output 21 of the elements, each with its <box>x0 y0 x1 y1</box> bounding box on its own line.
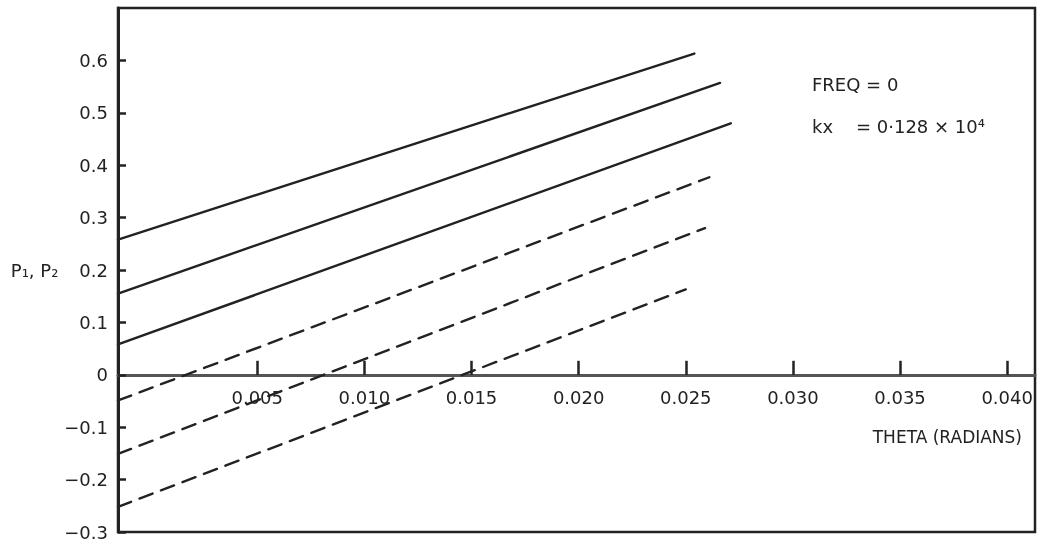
y-tick-label: 0.5 <box>79 102 108 124</box>
x-tick-label: 0.015 <box>445 387 498 409</box>
y-tick-label: 0.1 <box>79 311 108 333</box>
x-axis-title: THETA (RADIANS) <box>871 426 1022 447</box>
x-tick-label: 0.030 <box>767 387 819 409</box>
x-tick-label: 0.020 <box>552 387 605 409</box>
x-tick-label: 0.035 <box>874 387 926 409</box>
x-tick-label: 0.010 <box>338 387 391 409</box>
y-tick-label: 0.2 <box>79 259 108 281</box>
y-tick-label: 0.6 <box>79 49 108 71</box>
annotation: kx = 0·128 × 10⁴ <box>812 115 985 137</box>
x-tick-label: 0.040 <box>981 387 1033 409</box>
y-tick-label: 0.3 <box>79 207 108 229</box>
y-tick-label: −0.3 <box>64 521 108 543</box>
y-tick-label: 0.4 <box>79 154 108 176</box>
y-axis-title: P₁, P₂ <box>10 259 59 281</box>
y-tick-label: 0 <box>96 364 108 386</box>
y-tick-label: −0.1 <box>64 416 108 438</box>
y-tick-label: −0.2 <box>64 469 108 491</box>
x-tick-label: 0.025 <box>660 387 712 409</box>
annotation: FREQ = 0 <box>812 73 899 95</box>
